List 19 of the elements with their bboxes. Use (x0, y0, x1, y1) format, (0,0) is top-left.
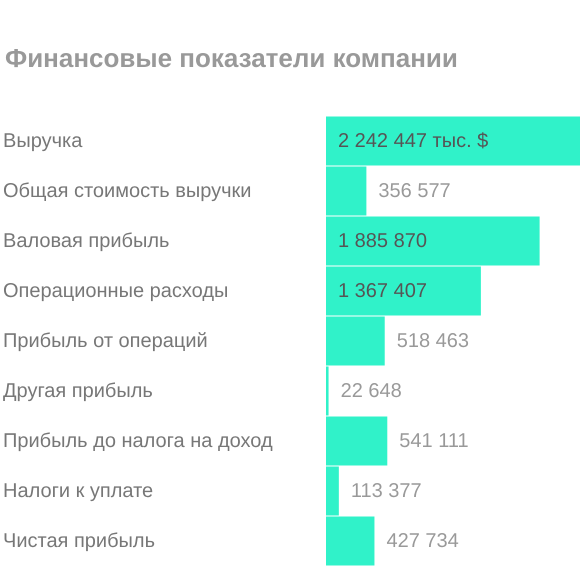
data-label: 541 111 (399, 430, 469, 452)
chart-title: Финансовые показатели компании (5, 43, 458, 73)
y-tick-label: Прибыль до налога на доход (3, 430, 273, 452)
data-label: 1 885 870 (338, 230, 427, 252)
data-label: 2 242 447 тыс. $ (338, 130, 488, 152)
y-tick-label: Операционные расходы (3, 280, 228, 302)
y-tick-label: Прибыль от операций (3, 330, 208, 352)
data-label: 356 577 (378, 180, 451, 202)
y-tick-label: Чистая прибыль (3, 530, 155, 552)
data-label: 427 734 (386, 530, 459, 552)
data-label: 1 367 407 (338, 280, 427, 302)
y-tick-label: Общая стоимость выручки (3, 180, 252, 202)
data-label: 113 377 (350, 480, 422, 502)
y-tick-label: Другая прибыль (3, 380, 153, 402)
y-tick-label: Налоги к уплате (3, 480, 154, 502)
data-label: 22 648 (340, 380, 402, 402)
data-label: 518 463 (396, 330, 470, 352)
y-tick-label: Выручка (3, 130, 84, 152)
y-tick-label: Валовая прибыль (3, 230, 170, 252)
